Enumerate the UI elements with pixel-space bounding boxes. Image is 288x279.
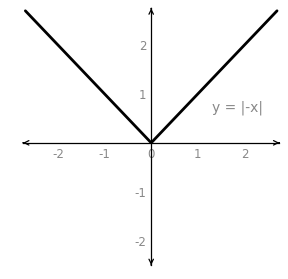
Text: y = |-x|: y = |-x| [212,100,263,115]
